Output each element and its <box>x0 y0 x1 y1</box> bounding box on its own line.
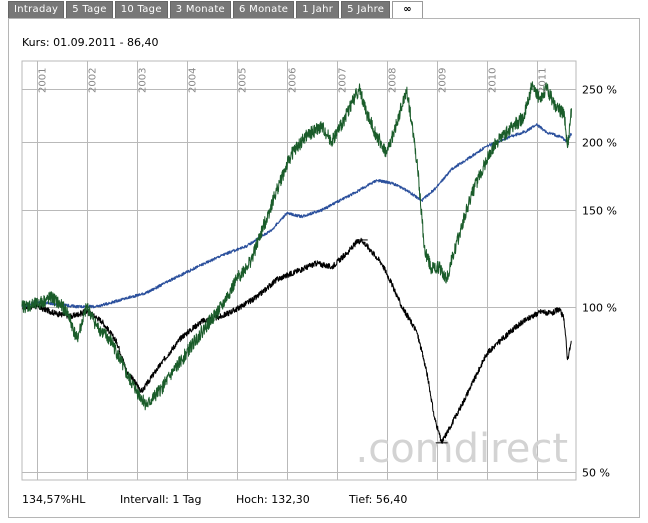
plot-border <box>21 60 577 481</box>
chart-series <box>21 81 572 444</box>
y-tick-label: 150 % <box>582 205 617 218</box>
x-tick-label: 2006 <box>288 68 299 93</box>
series-benchmark-line <box>21 123 572 309</box>
x-tick-label: 2011 <box>538 68 549 93</box>
x-tick-label: 2004 <box>188 68 199 93</box>
chart-markers <box>355 239 448 444</box>
watermark-text: .comdirect <box>356 426 569 472</box>
y-tick-label: 50 % <box>582 467 610 480</box>
x-tick-label: 2001 <box>38 68 49 93</box>
performance-value: 134,57%HL <box>22 493 86 506</box>
x-tick-label: 2009 <box>438 68 449 93</box>
high-value: Hoch: 132,30 <box>236 493 310 506</box>
x-tick-label: 2002 <box>88 68 99 93</box>
low-value: Tief: 56,40 <box>349 493 408 506</box>
series-comparison-line <box>21 81 572 411</box>
price-info: Kurs: 01.09.2011 - 86,40 <box>22 36 159 49</box>
y-tick-label: 250 % <box>582 84 617 97</box>
x-tick-label: 2008 <box>388 68 399 93</box>
tab-5-tage[interactable]: 5 Tage <box>66 1 113 19</box>
chart-frame <box>8 18 640 518</box>
chart-labels: 50 % 100 % 150 % 200 % 250 % 2001 2002 2003 2004… <box>38 68 617 480</box>
x-tick-label: 2005 <box>238 68 249 93</box>
tab-max[interactable]: ∞ <box>392 1 423 20</box>
series-stock-line <box>21 237 572 444</box>
x-tick-label: 2003 <box>138 68 149 93</box>
x-tick-label: 2010 <box>488 68 499 93</box>
chart-grid <box>21 60 577 481</box>
interval-value: Intervall: 1 Tag <box>120 493 202 506</box>
y-tick-label: 200 % <box>582 137 617 150</box>
y-tick-label: 100 % <box>582 302 617 315</box>
x-tick-label: 2007 <box>338 68 349 93</box>
